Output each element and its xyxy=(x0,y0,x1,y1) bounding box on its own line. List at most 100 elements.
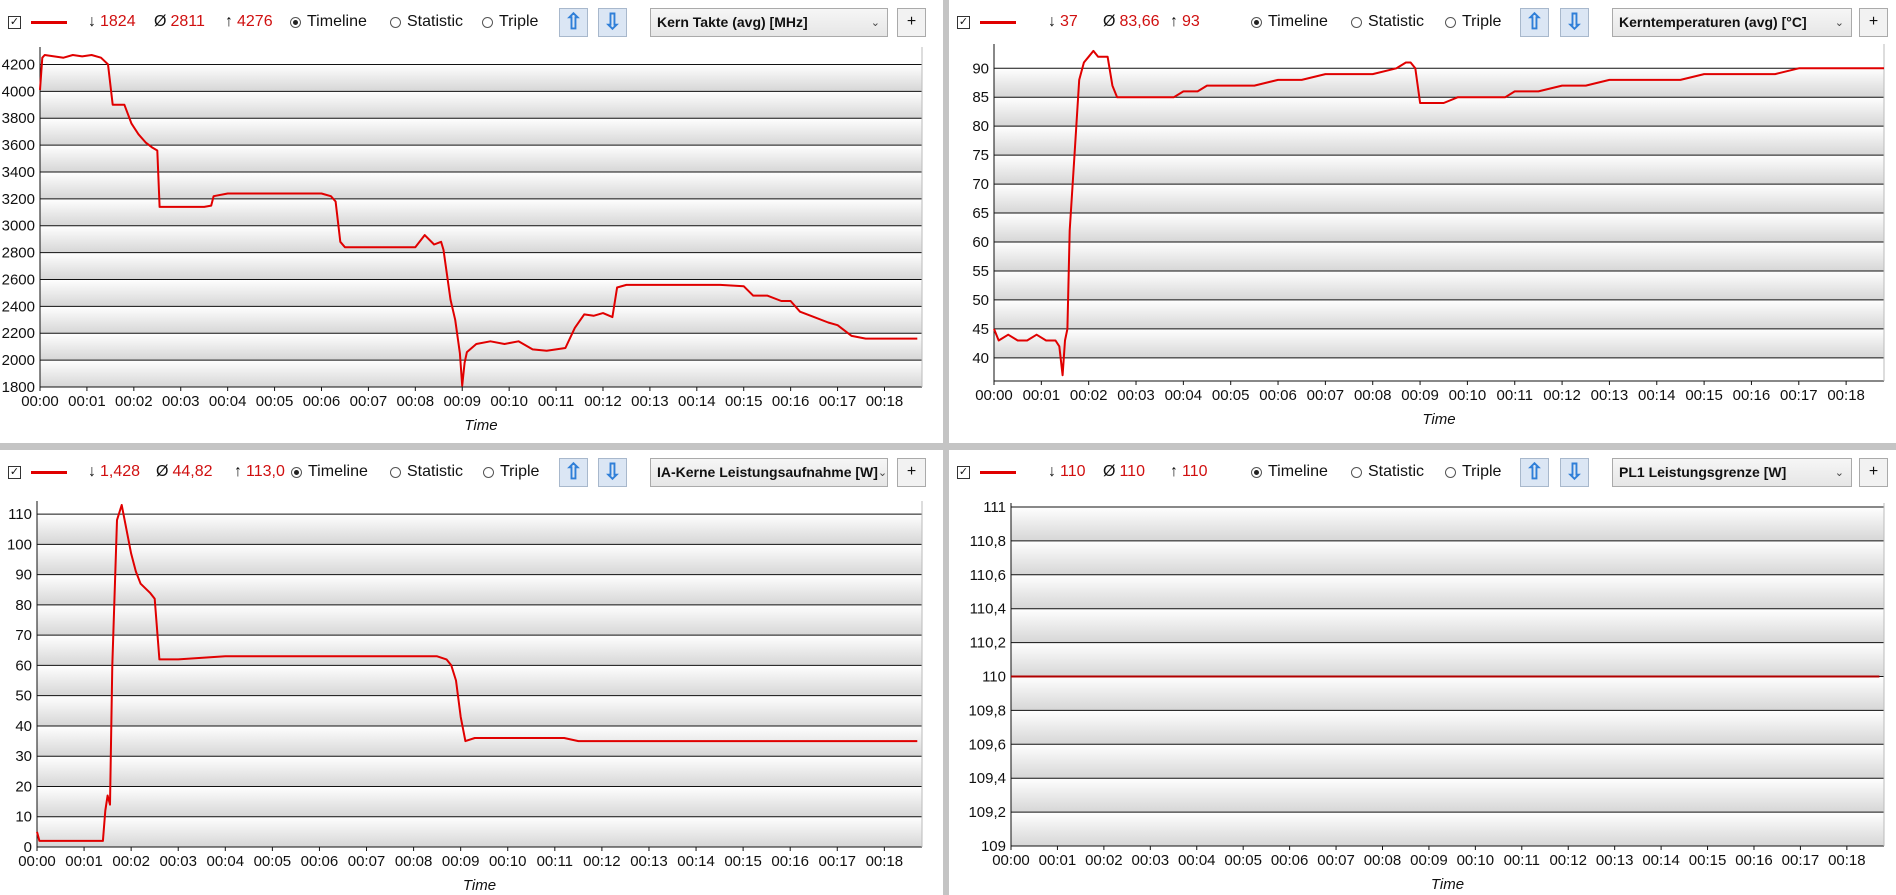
sensor-select[interactable]: IA-Kerne Leistungsaufnahme [W] ⌄ xyxy=(650,457,888,487)
mode-statistic-radio[interactable]: Statistic xyxy=(390,0,463,44)
plot-band xyxy=(40,333,922,361)
plot-band xyxy=(37,816,922,847)
plot-band xyxy=(1011,608,1884,643)
move-down-button[interactable]: ⇩ xyxy=(598,457,627,487)
add-graph-button[interactable]: + xyxy=(897,7,926,37)
move-down-button[interactable]: ⇩ xyxy=(598,7,627,37)
mode-timeline-radio[interactable]: Timeline xyxy=(1251,450,1328,494)
x-tick-label: 00:17 xyxy=(818,853,856,870)
radio-indicator[interactable] xyxy=(483,466,494,478)
radio-indicator[interactable] xyxy=(291,466,302,478)
mode-timeline-radio[interactable]: Timeline xyxy=(291,450,368,494)
plot-band xyxy=(1011,710,1884,745)
series-visible-checkbox[interactable]: ✓ xyxy=(957,15,970,29)
series-visible-checkbox[interactable]: ✓ xyxy=(8,15,21,29)
plot-band xyxy=(994,126,1884,156)
y-tick-label: 90 xyxy=(972,60,989,77)
min-stat: ↓ 1,428 xyxy=(88,450,140,494)
series-color-swatch[interactable] xyxy=(980,20,1016,24)
move-up-button[interactable]: ⇧ xyxy=(559,7,588,37)
y-tick-label: 109,6 xyxy=(968,736,1006,753)
radio-indicator[interactable] xyxy=(1445,466,1456,478)
x-tick-label: 00:00 xyxy=(975,387,1013,404)
mode-triple-radio[interactable]: Triple xyxy=(1445,0,1501,44)
move-up-button[interactable]: ⇧ xyxy=(1520,7,1549,37)
plot-band xyxy=(1011,642,1884,677)
y-tick-label: 45 xyxy=(972,321,989,338)
x-tick-label: 00:05 xyxy=(1224,852,1262,869)
mode-timeline-radio[interactable]: Timeline xyxy=(290,0,367,44)
mode-triple-radio[interactable]: Triple xyxy=(482,0,538,44)
sensor-select[interactable]: Kerntemperaturen (avg) [°C] ⌄ xyxy=(1612,7,1852,37)
sensor-select[interactable]: Kern Takte (avg) [MHz] ⌄ xyxy=(650,7,888,37)
y-tick-label: 50 xyxy=(15,688,32,705)
radio-indicator[interactable] xyxy=(1351,466,1362,478)
plot-band xyxy=(37,514,922,545)
mode-timeline-radio[interactable]: Timeline xyxy=(1251,0,1328,44)
plot-band xyxy=(1011,812,1884,846)
radio-indicator[interactable] xyxy=(1445,16,1456,28)
add-graph-button[interactable]: + xyxy=(1859,457,1888,487)
move-down-button[interactable]: ⇩ xyxy=(1560,7,1589,37)
plot-band xyxy=(40,252,922,280)
mode-triple-radio[interactable]: Triple xyxy=(1445,450,1501,494)
mode-statistic-radio[interactable]: Statistic xyxy=(1351,450,1424,494)
radio-indicator[interactable] xyxy=(1251,466,1262,478)
x-axis-title: Time xyxy=(1422,411,1455,428)
y-tick-label: 111 xyxy=(983,499,1006,516)
min-value: 1,428 xyxy=(100,463,141,480)
sensor-graph-panel: ✓ ↓ 1824 Ø 2811 ↑ 4276 Timeline Statisti… xyxy=(0,0,943,443)
y-tick-label: 3800 xyxy=(2,110,35,127)
add-graph-button[interactable]: + xyxy=(1859,7,1888,37)
move-up-button[interactable]: ⇧ xyxy=(559,457,588,487)
max-stat: ↑ 93 xyxy=(1170,0,1200,44)
mode-statistic-label: Statistic xyxy=(407,13,464,30)
y-tick-label: 60 xyxy=(15,657,32,674)
radio-indicator[interactable] xyxy=(1351,16,1362,28)
move-down-button[interactable]: ⇩ xyxy=(1560,457,1589,487)
series-visible-checkbox[interactable]: ✓ xyxy=(8,465,21,479)
radio-indicator[interactable] xyxy=(390,466,401,478)
mode-statistic-radio[interactable]: Statistic xyxy=(1351,0,1424,44)
plot-band xyxy=(37,505,922,515)
radio-indicator[interactable] xyxy=(482,16,493,28)
max-arrow-icon: ↑ xyxy=(234,463,242,480)
plot-band xyxy=(994,270,1884,300)
radio-indicator[interactable] xyxy=(1251,16,1262,28)
series-color-swatch[interactable] xyxy=(980,470,1016,474)
y-tick-label: 2600 xyxy=(2,271,35,288)
x-tick-label: 00:14 xyxy=(677,853,715,870)
add-graph-button[interactable]: + xyxy=(897,457,926,487)
chevron-down-icon: ⌄ xyxy=(1834,16,1844,29)
arrow-down-icon: ⇩ xyxy=(1565,459,1584,484)
plot-band xyxy=(994,155,1884,185)
x-tick-label: 00:02 xyxy=(1085,852,1123,869)
y-tick-label: 85 xyxy=(972,89,989,106)
y-tick-label: 80 xyxy=(972,118,989,135)
x-tick-label: 00:08 xyxy=(395,853,433,870)
series-visible-checkbox[interactable]: ✓ xyxy=(957,465,970,479)
x-tick-label: 00:16 xyxy=(771,853,809,870)
move-up-button[interactable]: ⇧ xyxy=(1520,457,1549,487)
max-stat: ↑ 113,0 xyxy=(234,450,285,494)
series-color-swatch[interactable] xyxy=(31,470,67,474)
y-tick-label: 100 xyxy=(7,536,32,553)
x-axis-title: Time xyxy=(463,877,496,894)
x-tick-label: 00:06 xyxy=(1271,852,1309,869)
plot-band xyxy=(37,756,922,787)
series-color-swatch[interactable] xyxy=(31,20,67,24)
arrow-up-icon: ⇧ xyxy=(564,9,583,34)
plot-band xyxy=(37,786,922,817)
mode-statistic-radio[interactable]: Statistic xyxy=(390,450,463,494)
radio-indicator[interactable] xyxy=(290,16,301,28)
avg-stat: Ø 2811 xyxy=(154,0,205,44)
sensor-select[interactable]: PL1 Leistungsgrenze [W] ⌄ xyxy=(1612,457,1852,487)
max-value: 4276 xyxy=(237,13,273,30)
y-tick-label: 110,8 xyxy=(970,533,1006,550)
plot-band xyxy=(994,328,1884,358)
radio-indicator[interactable] xyxy=(390,16,401,28)
x-tick-label: 00:08 xyxy=(397,393,435,410)
mode-triple-radio[interactable]: Triple xyxy=(483,450,539,494)
y-tick-label: 110,6 xyxy=(970,567,1006,584)
arrow-up-icon: ⇧ xyxy=(1525,9,1544,34)
